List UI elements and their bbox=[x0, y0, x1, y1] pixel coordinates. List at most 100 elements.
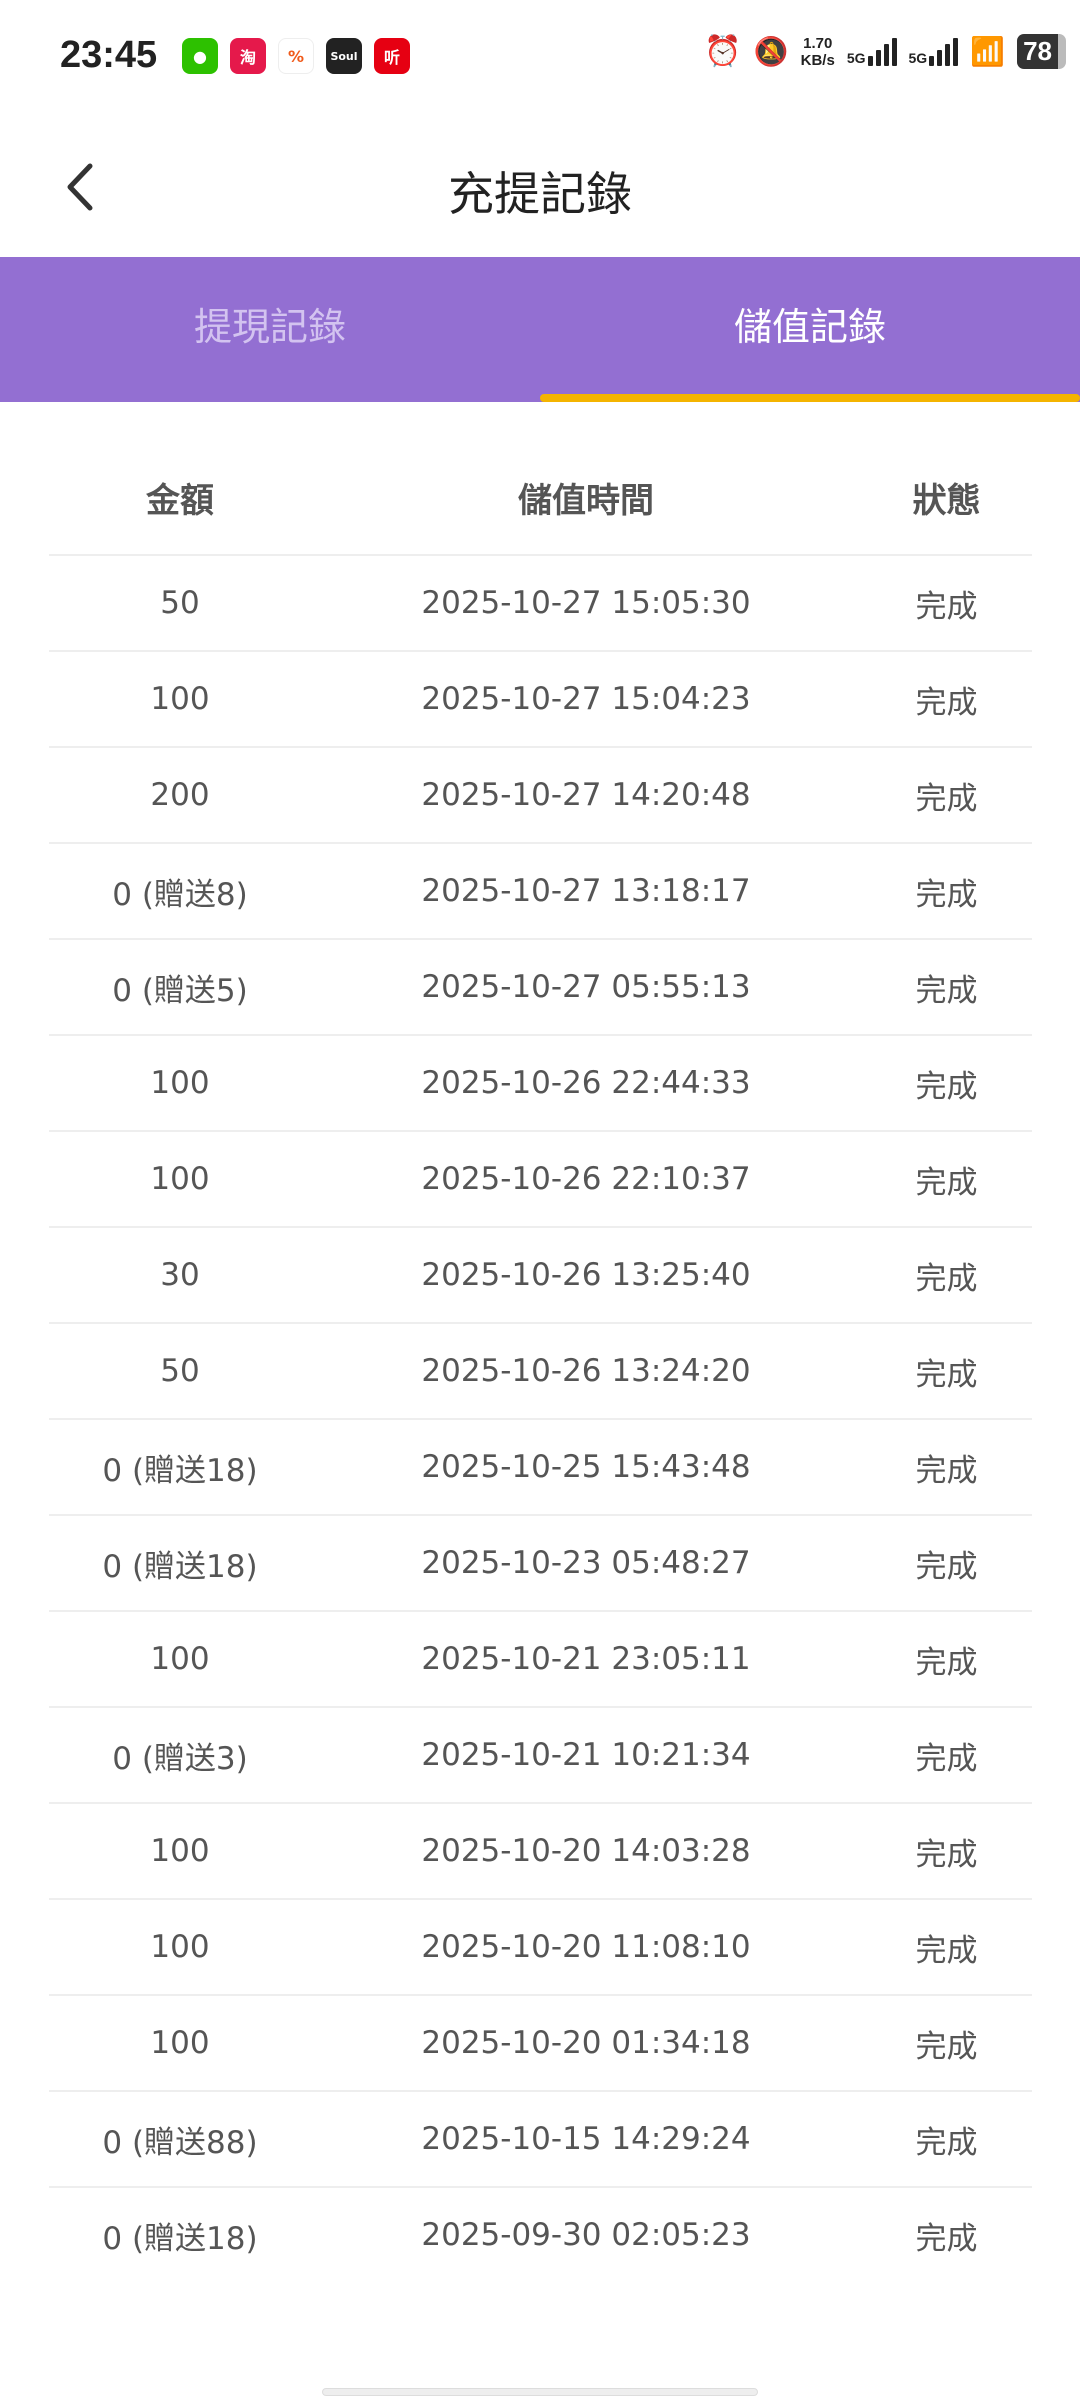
amount-cell: 0 (贈送18) bbox=[102, 2220, 258, 2257]
amount-cell: 0 (贈送8) bbox=[112, 876, 248, 913]
status-cell: 完成 bbox=[915, 2220, 978, 2257]
status-cell: 完成 bbox=[915, 2124, 978, 2161]
table-row: 100 2025-10-21 23:05:11 完成 bbox=[49, 1610, 1032, 1706]
amount-cell: 0 (贈送88) bbox=[102, 2124, 258, 2161]
tab-withdraw-records[interactable]: 提現記錄 bbox=[0, 257, 540, 402]
status-cell: 完成 bbox=[915, 1164, 978, 1201]
time-cell: 2025-10-23 05:48:27 bbox=[421, 1545, 751, 1581]
time-cell: 2025-10-20 14:03:28 bbox=[421, 1833, 751, 1869]
page-title: 充提記錄 bbox=[448, 167, 632, 221]
records-table: 50 2025-10-27 15:05:30 完成 100 2025-10-27 15:… bbox=[49, 554, 1032, 2282]
status-cell: 完成 bbox=[915, 1260, 978, 1297]
status-cell: 完成 bbox=[915, 780, 978, 817]
table-header: 金額 儲值時間 狀態 bbox=[49, 440, 1032, 554]
signal-2: 5G bbox=[908, 37, 959, 66]
table-row: 0 (贈送18) 2025-10-25 15:43:48 完成 bbox=[49, 1418, 1032, 1514]
signal-icon bbox=[867, 37, 897, 66]
amount-cell: 0 (贈送18) bbox=[102, 1548, 258, 1585]
table-row: 30 2025-10-26 13:25:40 完成 bbox=[49, 1226, 1032, 1322]
table-row: 100 2025-10-26 22:44:33 完成 bbox=[49, 1034, 1032, 1130]
tab-label: 儲值記錄 bbox=[733, 305, 886, 349]
table-row: 0 (贈送3) 2025-10-21 10:21:34 完成 bbox=[49, 1706, 1032, 1802]
table-row: 50 2025-10-26 13:24:20 完成 bbox=[49, 1322, 1032, 1418]
time-cell: 2025-10-26 22:44:33 bbox=[421, 1065, 751, 1101]
status-cell: 完成 bbox=[915, 1932, 978, 1969]
amount-cell: 0 (贈送5) bbox=[112, 972, 248, 1009]
time-cell: 2025-09-30 02:05:23 bbox=[421, 2217, 751, 2253]
amount-cell: 30 bbox=[160, 1257, 200, 1293]
time-cell: 2025-10-26 22:10:37 bbox=[421, 1161, 751, 1197]
table-row: 0 (贈送8) 2025-10-27 13:18:17 完成 bbox=[49, 842, 1032, 938]
back-arrow-icon[interactable] bbox=[62, 162, 98, 212]
battery-icon: 78 bbox=[1017, 34, 1066, 69]
table-row: 0 (贈送18) 2025-09-30 02:05:23 完成 bbox=[49, 2186, 1032, 2282]
status-bar: 23:45 ● 淘 % Soul 听 ⏰ 🔕 1.70 KB/s 5G 5G 📶 … bbox=[0, 0, 1080, 110]
status-cell: 完成 bbox=[915, 1356, 978, 1393]
time-cell: 2025-10-26 13:24:20 bbox=[421, 1353, 751, 1389]
time-cell: 2025-10-20 11:08:10 bbox=[421, 1929, 751, 1965]
status-cell: 完成 bbox=[915, 1740, 978, 1777]
time-cell: 2025-10-21 23:05:11 bbox=[421, 1641, 751, 1677]
listen-icon: 听 bbox=[374, 38, 410, 74]
table-row: 100 2025-10-20 01:34:18 完成 bbox=[49, 1994, 1032, 2090]
table-row: 100 2025-10-27 15:04:23 完成 bbox=[49, 650, 1032, 746]
amount-cell: 200 bbox=[150, 777, 210, 813]
signal-1: 5G bbox=[846, 37, 897, 66]
time-cell: 2025-10-26 13:25:40 bbox=[421, 1257, 751, 1293]
net-type: 5G bbox=[846, 49, 866, 66]
amount-cell: 100 bbox=[150, 1833, 210, 1869]
network-speed: 1.70 KB/s bbox=[801, 35, 835, 69]
time-cell: 2025-10-27 15:04:23 bbox=[421, 681, 751, 717]
amount-cell: 100 bbox=[150, 681, 210, 717]
notification-icons: ● 淘 % Soul 听 bbox=[182, 38, 410, 74]
time-cell: 2025-10-21 10:21:34 bbox=[421, 1737, 751, 1773]
amount-cell: 50 bbox=[160, 585, 200, 621]
app-icon: % bbox=[278, 38, 314, 74]
status-cell: 完成 bbox=[915, 684, 978, 721]
status-cell: 完成 bbox=[915, 2028, 978, 2065]
active-tab-indicator bbox=[540, 394, 1080, 402]
time-cell: 2025-10-25 15:43:48 bbox=[421, 1449, 751, 1485]
amount-cell: 100 bbox=[150, 1161, 210, 1197]
signal-icon bbox=[929, 37, 959, 66]
time-cell: 2025-10-27 05:55:13 bbox=[421, 969, 751, 1005]
amount-cell: 50 bbox=[160, 1353, 200, 1389]
time-cell: 2025-10-27 15:05:30 bbox=[421, 585, 751, 621]
amount-cell: 100 bbox=[150, 1641, 210, 1677]
net-type: 5G bbox=[908, 49, 928, 66]
table-row: 50 2025-10-27 15:05:30 完成 bbox=[49, 554, 1032, 650]
status-cell: 完成 bbox=[915, 1548, 978, 1585]
tab-bar: 提現記錄 儲值記錄 bbox=[0, 257, 1080, 402]
header-amount: 金額 bbox=[146, 480, 214, 521]
clock: 23:45 bbox=[60, 34, 158, 76]
table-row: 0 (贈送18) 2025-10-23 05:48:27 完成 bbox=[49, 1514, 1032, 1610]
home-indicator[interactable] bbox=[322, 2388, 758, 2396]
table-row: 100 2025-10-20 11:08:10 完成 bbox=[49, 1898, 1032, 1994]
header-status: 狀態 bbox=[912, 480, 981, 521]
amount-cell: 100 bbox=[150, 1929, 210, 1965]
mute-icon: 🔕 bbox=[753, 36, 789, 67]
app-header: 充提記錄 bbox=[0, 110, 1080, 257]
status-cell: 完成 bbox=[915, 1452, 978, 1489]
status-cell: 完成 bbox=[915, 1836, 978, 1873]
table-row: 200 2025-10-27 14:20:48 完成 bbox=[49, 746, 1032, 842]
amount-cell: 0 (贈送3) bbox=[112, 1740, 248, 1777]
speed-value: 1.70 bbox=[803, 34, 833, 52]
tab-deposit-records[interactable]: 儲值記錄 bbox=[540, 257, 1080, 402]
time-cell: 2025-10-15 14:29:24 bbox=[421, 2121, 751, 2157]
status-cell: 完成 bbox=[915, 876, 978, 913]
amount-cell: 0 (贈送18) bbox=[102, 1452, 258, 1489]
taobao-icon: 淘 bbox=[230, 38, 266, 74]
soul-icon: Soul bbox=[326, 38, 362, 74]
status-cell: 完成 bbox=[915, 1068, 978, 1105]
time-cell: 2025-10-27 14:20:48 bbox=[421, 777, 751, 813]
table-row: 0 (贈送5) 2025-10-27 05:55:13 完成 bbox=[49, 938, 1032, 1034]
time-cell: 2025-10-20 01:34:18 bbox=[421, 2025, 751, 2061]
amount-cell: 100 bbox=[150, 1065, 210, 1101]
status-cell: 完成 bbox=[915, 588, 978, 625]
wifi-icon: 📶 bbox=[970, 36, 1006, 67]
header-time: 儲值時間 bbox=[518, 480, 654, 521]
amount-cell: 100 bbox=[150, 2025, 210, 2061]
status-cell: 完成 bbox=[915, 972, 978, 1009]
table-row: 100 2025-10-20 14:03:28 完成 bbox=[49, 1802, 1032, 1898]
